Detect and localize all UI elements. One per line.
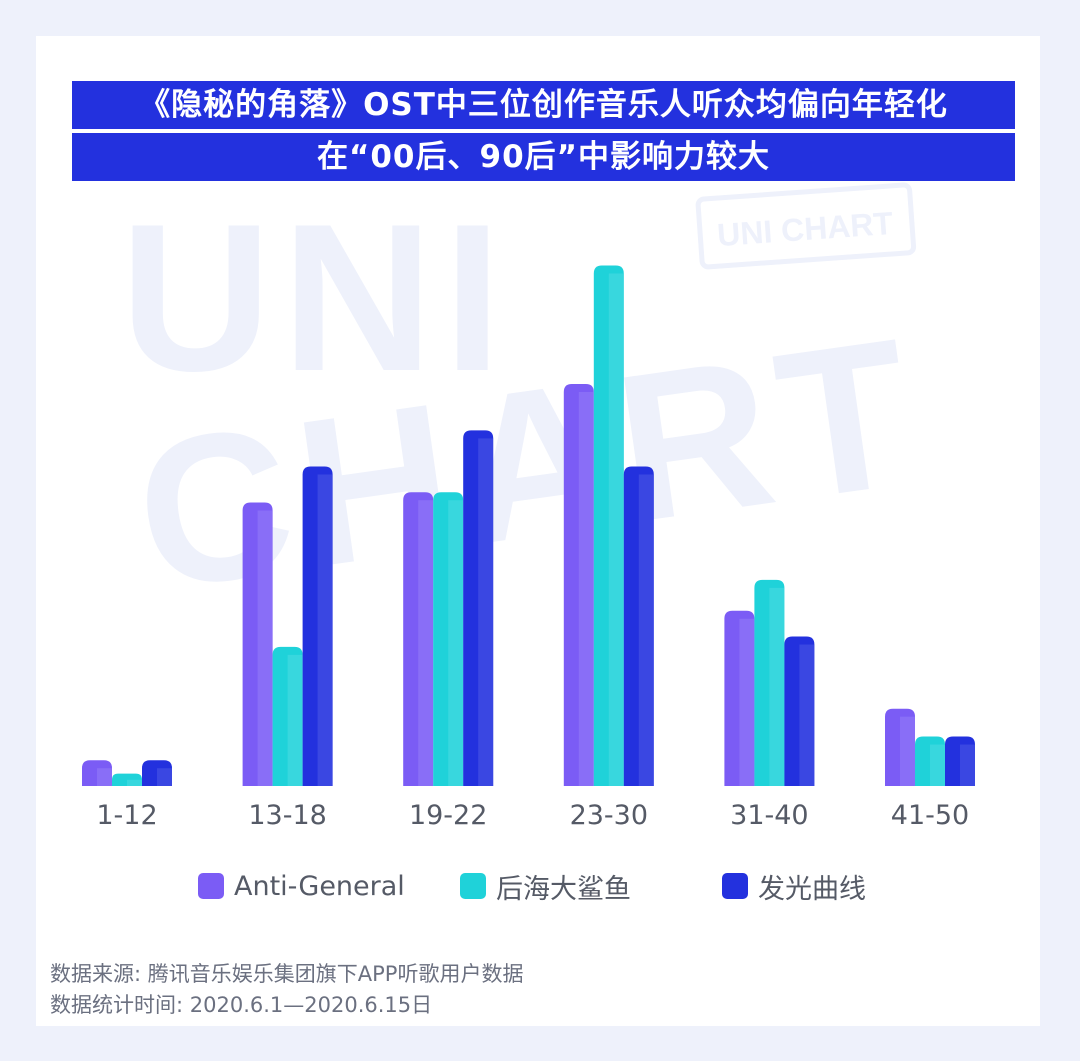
bar-13-18-2 [272,646,303,786]
chart-card [36,36,1040,1026]
bar-41-50-1 [885,708,915,786]
legend-swatch [198,873,224,899]
bar-1-12-2 [112,773,142,786]
legend-swatch [722,873,748,899]
bar-41-50-3 [945,736,975,786]
bar-19-22-1 [403,492,434,786]
legend-swatch [460,873,486,899]
x-tick-label: 31-40 [730,800,808,831]
legend-item: 发光曲线 [722,866,866,906]
legend-label: Anti-General [234,870,405,902]
bar-13-18-1 [242,502,273,786]
bar-31-40-2 [754,579,785,786]
x-tick-label: 1-12 [96,800,157,831]
legend-label: 后海大鲨鱼 [496,873,631,905]
data-source-note: 数据来源: 腾讯音乐娱乐集团旗下APP听歌用户数据 [50,962,524,986]
legend-item: Anti-General [198,866,405,906]
bar-19-22-2 [433,492,464,786]
bar-1-12-3 [142,760,172,786]
bar-31-40-3 [784,636,815,786]
chart-title-line-2: 在“00后、90后”中影响力较大 [72,133,1015,181]
x-tick-label: 19-22 [409,800,487,831]
bar-31-40-1 [724,610,755,786]
x-tick-label: 41-50 [891,800,969,831]
legend: Anti-General 后海大鲨鱼 发光曲线 [0,866,1080,906]
data-period-note: 数据统计时间: 2020.6.1—2020.6.15日 [50,993,433,1017]
svg-text:UNI: UNI [120,180,512,415]
bar-1-12-1 [82,760,112,786]
bar-23-30-1 [563,384,594,786]
legend-item: 后海大鲨鱼 [460,866,631,906]
chart-title-line-1: 《隐秘的角落》OST中三位创作音乐人听众均偏向年轻化 [72,81,1015,129]
bar-23-30-3 [623,466,654,786]
bar-19-22-3 [463,430,494,786]
bar-41-50-2 [915,736,945,786]
x-tick-label: 23-30 [570,800,648,831]
legend-label: 发光曲线 [758,873,866,905]
bar-23-30-2 [593,265,624,786]
bar-13-18-3 [302,466,333,786]
x-tick-label: 13-18 [248,800,326,831]
